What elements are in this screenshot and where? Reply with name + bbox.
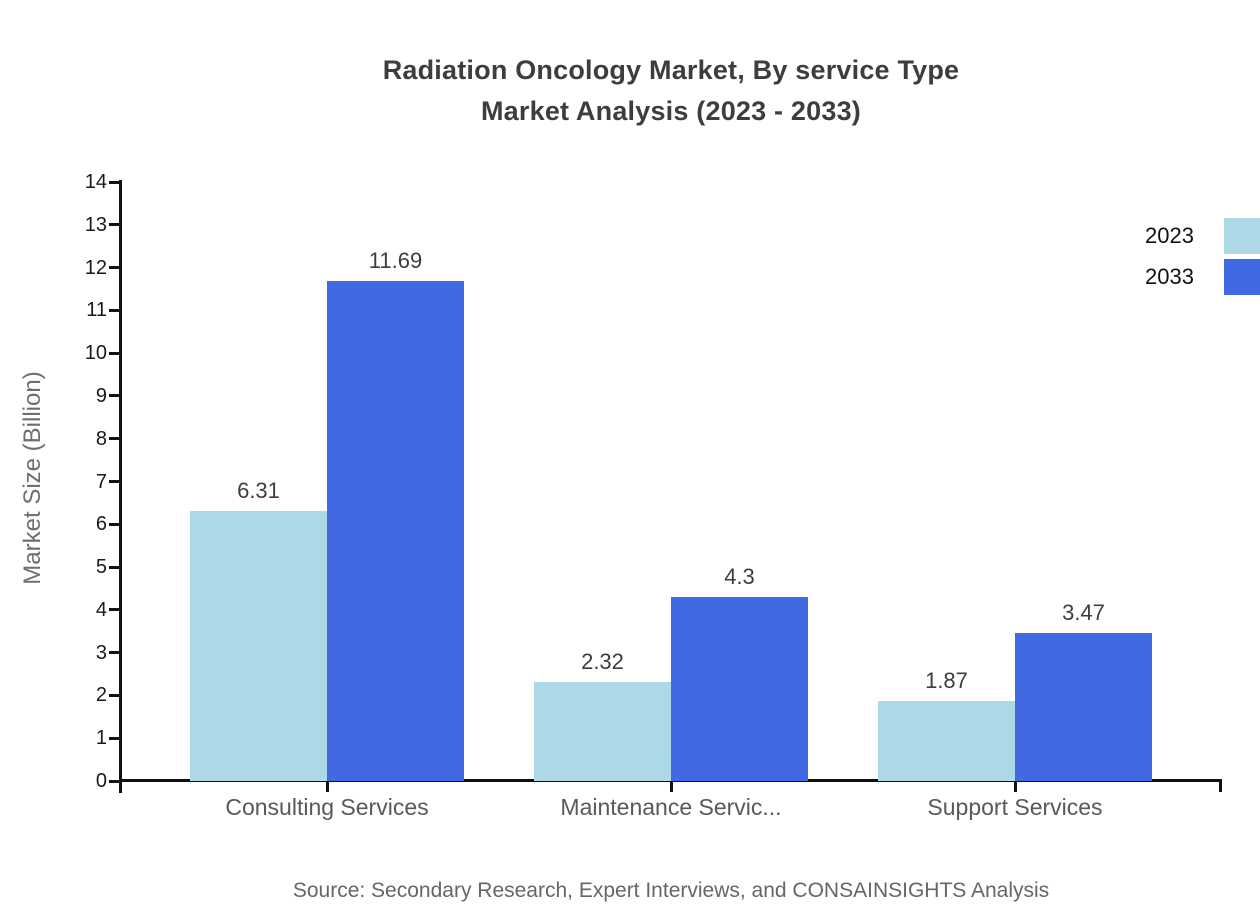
y-tick-label: 10 (84, 342, 107, 365)
legend-label-2023: 2023 (1145, 223, 1194, 248)
value-label-2033-group-3: 3.47 (1062, 599, 1105, 625)
y-tick-label: 12 (84, 256, 107, 279)
legend-swatch-2033 (1224, 259, 1260, 295)
legend-row-2023: 2023 (1138, 218, 1260, 254)
value-label-2023-group-1: 6.31 (237, 478, 280, 504)
x-tick-mark (1013, 781, 1017, 792)
legend-row-2033: 2033 (1138, 259, 1260, 295)
y-tick-label: 9 (95, 384, 107, 407)
legend-swatch-2023 (1224, 218, 1260, 254)
bar-2033-group-2 (671, 597, 808, 781)
category-label-2: Maintenance Servic... (560, 794, 782, 820)
y-tick-mark (109, 522, 120, 526)
y-tick-label: 0 (95, 770, 107, 792)
x-tick-mark (325, 781, 329, 792)
y-tick-mark (109, 608, 120, 612)
y-tick-mark (109, 266, 120, 270)
y-tick-mark (109, 480, 120, 483)
y-tick-mark (109, 651, 120, 655)
y-tick-mark (109, 693, 120, 697)
y-tick-mark (109, 394, 120, 398)
legend: 2023 2033 (1138, 218, 1260, 300)
x-tick-end-mark (1219, 781, 1222, 792)
y-tick-label: 4 (95, 598, 107, 621)
value-label-2023-group-2: 2.32 (581, 648, 624, 674)
category-label-1: Consulting Services (225, 794, 429, 820)
y-tick-label: 2 (95, 684, 107, 707)
y-tick-label: 1 (95, 727, 107, 750)
value-label-2023-group-3: 1.87 (925, 667, 968, 693)
y-tick-mark (109, 565, 120, 569)
legend-label-2033: 2033 (1145, 264, 1194, 289)
y-tick-label: 14 (84, 171, 107, 193)
y-tick-mark (109, 736, 120, 740)
y-tick-label: 7 (95, 470, 107, 493)
y-tick-mark (109, 779, 120, 783)
y-tick-mark (109, 351, 120, 355)
y-tick-label: 5 (95, 556, 107, 579)
y-tick-label: 13 (84, 213, 107, 236)
category-label-3: Support Services (927, 794, 1103, 820)
y-tick-label: 3 (95, 641, 107, 664)
chart-title-line-2: Market Analysis (2023 - 2033) (480, 96, 861, 126)
bar-2023-group-2 (534, 681, 671, 781)
y-tick-label: 8 (95, 427, 107, 450)
bar-2033-group-3 (1015, 632, 1152, 781)
bar-2023-group-1 (190, 511, 327, 781)
value-label-2033-group-2: 4.3 (724, 564, 755, 590)
y-tick-mark (109, 308, 120, 312)
chart-title: Radiation Oncology Market, By service Ty… (120, 50, 1222, 132)
value-label-2033-group-1: 11.69 (368, 247, 423, 273)
y-axis-line (119, 180, 122, 793)
y-tick-mark (109, 437, 120, 441)
bar-2033-group-1 (327, 280, 464, 781)
source-note: Source: Secondary Research, Expert Inter… (292, 879, 1050, 902)
x-tick-mark (669, 781, 673, 792)
y-tick-label: 11 (86, 299, 107, 322)
y-tick-mark (109, 180, 120, 184)
bar-2023-group-3 (878, 700, 1015, 781)
y-tick-label: 6 (95, 513, 107, 536)
y-tick-mark (109, 223, 120, 227)
chart-title-line-1: Radiation Oncology Market, By service Ty… (382, 55, 960, 85)
